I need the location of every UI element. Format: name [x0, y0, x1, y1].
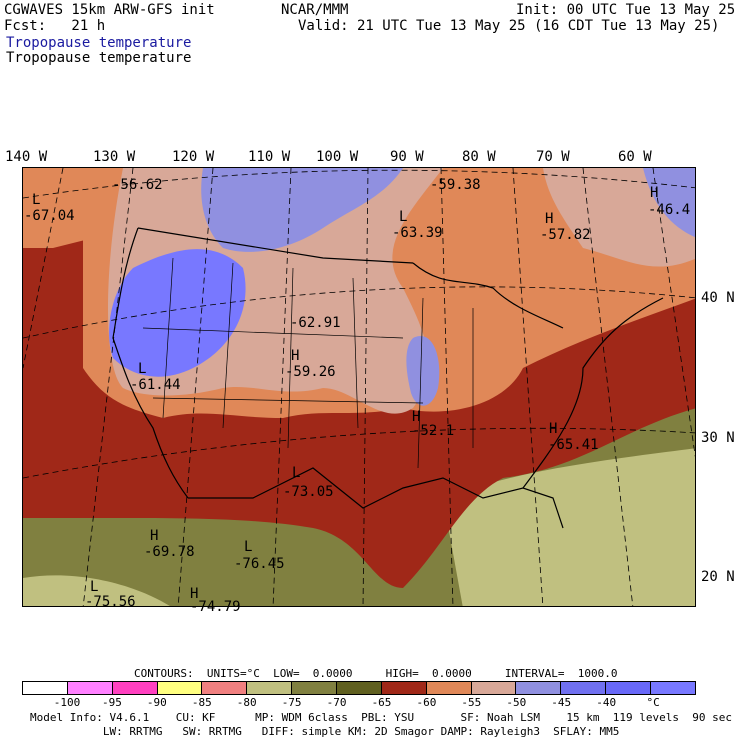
colorbar-swatch	[202, 682, 248, 694]
map-label-symbol: L	[399, 209, 408, 225]
map-label-symbol: L	[138, 361, 147, 377]
colorbar-swatch	[516, 682, 562, 694]
map-label-symbol: H	[549, 421, 558, 437]
map-label-value: -62.91	[290, 315, 341, 331]
map-label-value: -73.05	[283, 484, 334, 500]
lat-label: 20 N	[701, 569, 735, 585]
colorbar-tick-label: -65	[371, 696, 392, 709]
model-info-line2: LW: RRTMG SW: RRTMG DIFF: simple KM: 2D …	[30, 725, 620, 738]
graticule	[23, 168, 695, 606]
lon-label: 130 W	[93, 149, 136, 165]
colorbar-swatch	[337, 682, 382, 694]
lat-label: 40 N	[701, 290, 735, 306]
model-name: CGWAVES 15km ARW-GFS init	[4, 2, 215, 18]
map-label-value: -59.38	[430, 177, 481, 193]
field-band-lavender-ne	[643, 168, 695, 238]
colorbar-tick-label: -55	[461, 696, 482, 709]
model-info-line1: Model Info: V4.6.1 CU: KF MP: WDM 6class…	[30, 711, 732, 724]
map-panel	[22, 167, 696, 607]
colorbar-swatch	[112, 682, 158, 694]
colorbar-swatch	[292, 682, 338, 694]
colorbar-tick-label: -75	[281, 696, 302, 709]
field-title-blue: Tropopause temperature	[6, 35, 192, 51]
colorbar-swatch	[651, 682, 695, 694]
colorbar-swatch	[67, 682, 113, 694]
map-label-value: -63.39	[392, 225, 443, 241]
field-band-khaki	[443, 448, 695, 606]
map-label-value: -52.1	[412, 423, 455, 439]
colorbar-tick-label: -100	[53, 696, 81, 709]
map-label-symbol: H	[412, 409, 421, 425]
colorbar-swatch	[606, 682, 652, 694]
colorbar	[22, 681, 696, 695]
colorbar-tick-label: -45	[551, 696, 572, 709]
field-band-blue-west	[109, 249, 246, 377]
colorbar-swatch	[471, 682, 517, 694]
colorbar-tick-label: -60	[416, 696, 437, 709]
field-band-orange-nw	[23, 168, 93, 248]
forecast-hour: Fcst: 21 h	[4, 18, 106, 34]
map-label-value: -74.79	[190, 599, 241, 615]
map-label-value: -75.56	[85, 594, 136, 610]
colorbar-tick-label: -80	[236, 696, 257, 709]
map-label-value: -46.4	[648, 202, 691, 218]
map-label-symbol: H	[150, 528, 159, 544]
map-label-value: -65.41	[548, 437, 599, 453]
contour-info: CONTOURS: UNITS=°C LOW= 0.0000 HIGH= 0.0…	[134, 667, 618, 680]
lon-label: 70 W	[536, 149, 570, 165]
map-label-value: -67.04	[24, 208, 75, 224]
map-label-symbol: L	[90, 579, 99, 595]
colorbar-tick-label: -85	[191, 696, 212, 709]
lon-label: 100 W	[316, 149, 359, 165]
lon-label: 60 W	[618, 149, 652, 165]
lon-label: 80 W	[462, 149, 496, 165]
map-label-value: -57.82	[540, 227, 591, 243]
map-label-symbol: L	[32, 192, 41, 208]
coastlines	[112, 227, 664, 529]
field-band-khaki-sw	[23, 575, 170, 606]
colorbar-tick-label: -95	[101, 696, 122, 709]
field-band-lavender	[201, 168, 403, 252]
lon-label: 90 W	[390, 149, 424, 165]
colorbar-swatch	[247, 682, 293, 694]
map-label-symbol: L	[292, 465, 301, 481]
map-label-symbol: H	[650, 185, 659, 201]
field-band-lavender-central	[406, 336, 440, 406]
colorbar-swatch	[561, 682, 607, 694]
lat-label: 30 N	[701, 430, 735, 446]
colorbar-tick-label: °C	[646, 696, 660, 709]
lon-label: 120 W	[172, 149, 215, 165]
org-name: NCAR/MMM	[281, 2, 349, 18]
colorbar-tick-label: -40	[596, 696, 617, 709]
colorbar-tick-label: -90	[146, 696, 167, 709]
colorbar-swatch	[157, 682, 203, 694]
map-label-value: -69.78	[144, 544, 195, 560]
state-borders	[142, 257, 474, 469]
lon-label: 140 W	[5, 149, 48, 165]
map-label-value: -59.26	[285, 364, 336, 380]
map-label-symbol: L	[244, 539, 253, 555]
field-title: Tropopause temperature	[6, 50, 192, 66]
map-label-value: -56.62	[112, 177, 163, 193]
lon-label: 110 W	[248, 149, 291, 165]
colorbar-tick-label: -50	[506, 696, 527, 709]
map-label-symbol: H	[190, 586, 199, 602]
init-time: Init: 00 UTC Tue 13 May 25	[516, 2, 736, 18]
colorbar-tick-label: -70	[326, 696, 347, 709]
valid-time: Valid: 21 UTC Tue 13 May 25 (16 CDT Tue …	[298, 18, 720, 34]
colorbar-swatch	[23, 682, 68, 694]
map-label-value: -61.44	[130, 377, 181, 393]
colorbar-swatch	[381, 682, 427, 694]
colorbar-swatch	[426, 682, 472, 694]
map-label-symbol: H	[291, 348, 300, 364]
map-label-value: -76.45	[234, 556, 285, 572]
map-label-symbol: H	[545, 211, 554, 227]
